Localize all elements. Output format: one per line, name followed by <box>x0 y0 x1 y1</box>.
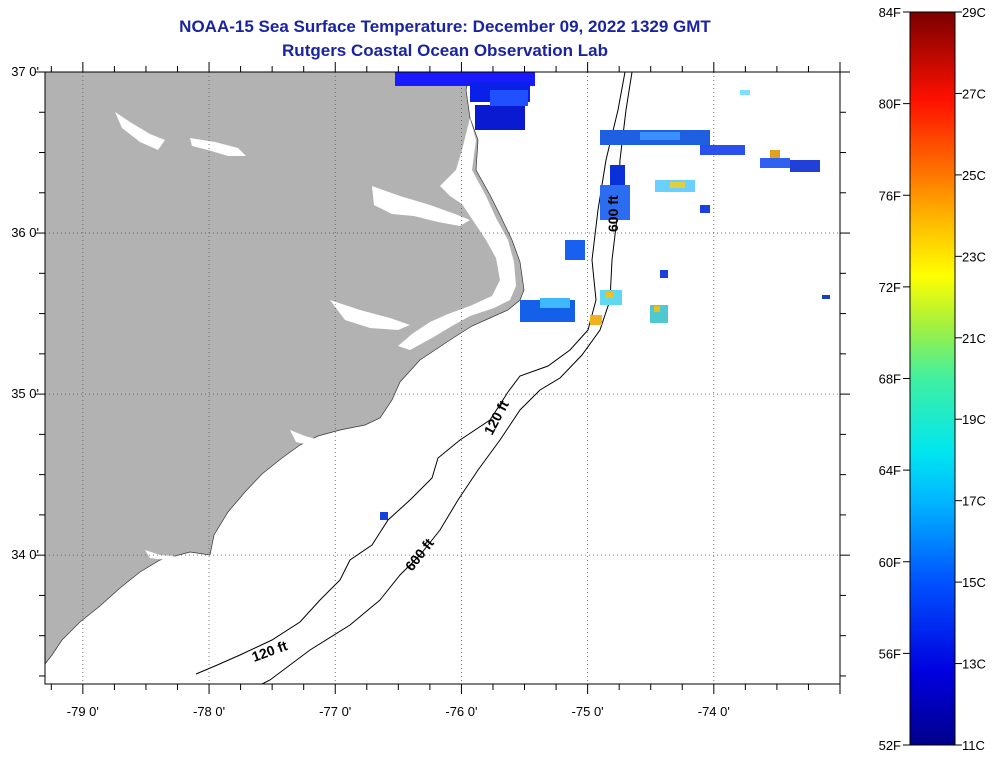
sound-water <box>145 550 175 560</box>
colorbar-celsius-labels: 29C 27C 25C 23C 21C 19C 17C 15C 13C 11C <box>955 5 986 753</box>
lat-tick-label: 37 0' <box>11 64 39 79</box>
contour-600ft <box>261 72 633 684</box>
colorbar-c-label: 19C <box>962 412 986 427</box>
river-inlet <box>115 112 165 150</box>
colorbar-c-label: 25C <box>962 168 986 183</box>
lat-tick-label: 35 0' <box>11 386 39 401</box>
colorbar-c-label: 15C <box>962 575 986 590</box>
colorbar-c-label: 21C <box>962 331 986 346</box>
colorbar-f-label: 72F <box>879 280 901 295</box>
plot-frame <box>44 71 841 685</box>
colorbar-f-label: 80F <box>879 97 901 112</box>
colorbar-c-label: 23C <box>962 249 986 264</box>
colorbar-c-label: 17C <box>962 494 986 509</box>
river-inlet <box>190 138 246 156</box>
sound-water <box>290 430 320 446</box>
grid-lines <box>45 72 840 684</box>
colorbar-f-label: 56F <box>879 646 901 661</box>
lon-tick-label: -74 0' <box>698 704 730 719</box>
longitude-axis: -79 0' -78 0' -77 0' -76 0' -75 0' -74 0' <box>50 62 841 719</box>
lat-tick-label: 34 0' <box>11 547 39 562</box>
map-title: NOAA-15 Sea Surface Temperature: Decembe… <box>179 17 711 36</box>
contour-120ft <box>195 72 626 675</box>
lon-tick-label: -79 0' <box>67 704 99 719</box>
map-subtitle: Rutgers Coastal Ocean Observation Lab <box>282 41 608 60</box>
colorbar-c-label: 29C <box>962 5 986 20</box>
colorbar-c-label: 11C <box>962 738 985 753</box>
albemarle-sound <box>372 186 470 226</box>
lon-tick-label: -77 0' <box>319 704 351 719</box>
colorbar-c-label: 13C <box>962 657 986 672</box>
latitude-axis: 37 0' 36 0' 35 0' 34 0' <box>11 64 850 677</box>
colorbar-f-label: 68F <box>879 372 901 387</box>
land-mass <box>45 72 525 665</box>
sound-water <box>330 300 410 330</box>
colorbar-f-label: 76F <box>879 188 901 203</box>
colorbar-f-label: 52F <box>879 738 901 753</box>
lon-tick-label: -75 0' <box>572 704 604 719</box>
lon-tick-label: -78 0' <box>193 704 225 719</box>
colorbar-f-label: 64F <box>879 463 901 478</box>
lat-tick-label: 36 0' <box>11 225 39 240</box>
sound-water <box>398 118 516 350</box>
colorbar-fahrenheit-labels: 84F 80F 76F 72F 68F 64F 60F 56F 52F <box>879 5 910 753</box>
contour-label-600ft: 600 ft <box>605 195 621 232</box>
colorbar-f-label: 84F <box>879 5 901 20</box>
colorbar <box>909 11 956 746</box>
sst-data <box>380 72 830 520</box>
colorbar-f-label: 60F <box>879 555 901 570</box>
lon-tick-label: -76 0' <box>445 704 477 719</box>
colorbar-c-label: 27C <box>962 86 986 101</box>
